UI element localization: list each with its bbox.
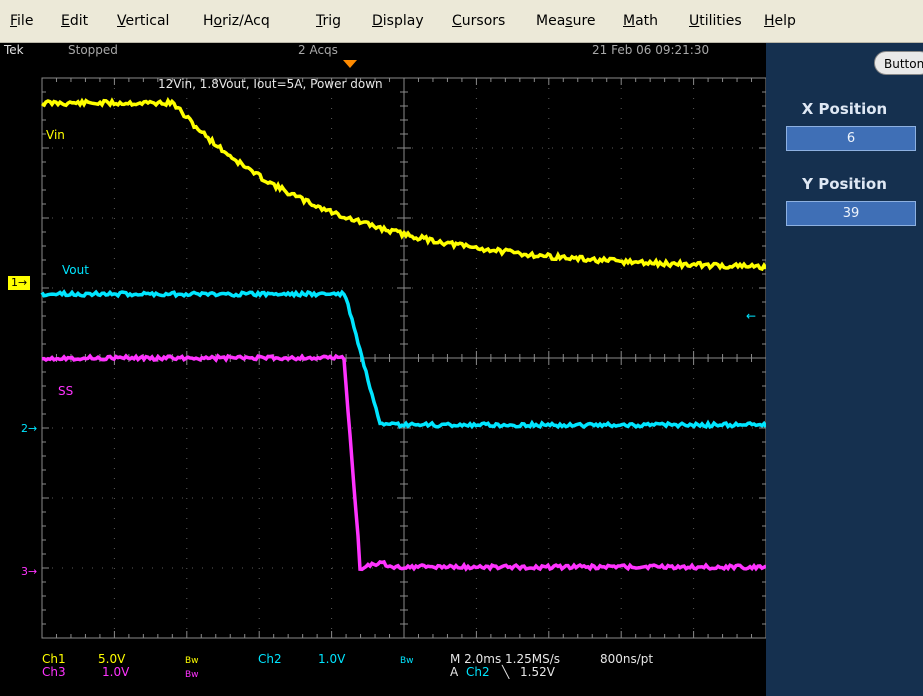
vout-waveform — [40, 289, 766, 430]
ch3-readout-scale: 1.0V — [102, 665, 130, 679]
vout-label: Vout — [62, 263, 89, 277]
ch2-readout-name: Ch2 — [258, 652, 282, 666]
ss-label: SS — [58, 384, 74, 398]
ss-waveform — [41, 353, 766, 572]
menu-help[interactable]: Help — [764, 13, 796, 29]
ch3-marker-label: 3 — [21, 565, 28, 578]
vin-waveform — [41, 96, 766, 272]
buttons-button[interactable]: Buttons — [874, 51, 923, 75]
trigger-source: Ch2 — [466, 665, 490, 679]
trigger-level: 1.52V — [520, 665, 555, 679]
ch3-bw-icon: Bw — [185, 670, 199, 680]
menu-utilities[interactable]: Utilities — [689, 13, 742, 29]
trigger-slope-icon: ╲ — [502, 665, 510, 679]
arrow-right-icon: → — [28, 422, 38, 435]
menu-file[interactable]: File — [10, 13, 34, 29]
menu-horiz-acq[interactable]: Horiz/Acq — [203, 13, 270, 29]
y-position-field[interactable]: 39 — [786, 201, 916, 226]
ch2-marker[interactable]: 2→ — [21, 422, 37, 436]
menu-trig[interactable]: Trig — [316, 13, 342, 29]
ch2-bw-icon: Bw — [400, 656, 414, 666]
ch1-marker[interactable]: 1→ — [8, 276, 30, 290]
trigger-position-icon — [343, 60, 357, 68]
trigger-level-arrow-icon[interactable]: ← — [746, 309, 757, 323]
brand-label: Tek — [4, 43, 24, 57]
y-position-label: Y Position — [802, 175, 887, 193]
menu-cursors[interactable]: Cursors — [452, 13, 506, 29]
arrow-right-icon: → — [18, 276, 28, 289]
screen-title: 12Vin, 1.8Vout, Iout=5A, Power down — [158, 77, 383, 91]
x-position-label: X Position — [801, 100, 888, 118]
acquisition-count: 2 Acqs — [298, 43, 338, 57]
ch3-readout-name: Ch3 — [42, 665, 66, 679]
menu-edit[interactable]: Edit — [61, 13, 89, 29]
menu-vertical[interactable]: Vertical — [117, 13, 170, 29]
status-bar: Tek Stopped 2 Acqs 21 Feb 06 09:21:30 — [0, 43, 766, 58]
vin-label: Vin — [46, 128, 65, 142]
ch1-readout-scale: 5.0V — [98, 652, 126, 666]
waveform-display: 12Vin, 1.8Vout, Iout=5A, Power down Vin … — [0, 58, 766, 696]
acquisition-state: Stopped — [68, 43, 118, 57]
ch2-readout-scale: 1.0V — [318, 652, 346, 666]
menu-bar: File Edit Vertical Horiz/Acq Trig Display Curs… — [0, 0, 923, 43]
resolution-readout: 800ns/pt — [600, 652, 654, 666]
datetime: 21 Feb 06 09:21:30 — [592, 43, 710, 57]
ch1-bw-icon: Bw — [185, 656, 199, 666]
menu-math[interactable]: Math — [623, 13, 659, 29]
ch3-marker[interactable]: 3→ — [21, 565, 37, 579]
ch2-marker-label: 2 — [21, 422, 28, 435]
timebase-readout: M 2.0ms 1.25MS/s — [450, 652, 560, 666]
ch1-marker-label: 1 — [11, 276, 18, 289]
trigger-readout-prefix: A — [450, 665, 459, 679]
control-panel: Buttons X Position 6 Y Position 39 — [766, 43, 923, 696]
ch1-readout-name: Ch1 — [42, 652, 66, 666]
menu-measure[interactable]: Measure — [536, 13, 596, 29]
x-position-field[interactable]: 6 — [786, 126, 916, 151]
menu-display[interactable]: Display — [372, 13, 424, 29]
waveform-graticule — [40, 60, 766, 639]
arrow-right-icon: → — [28, 565, 38, 578]
